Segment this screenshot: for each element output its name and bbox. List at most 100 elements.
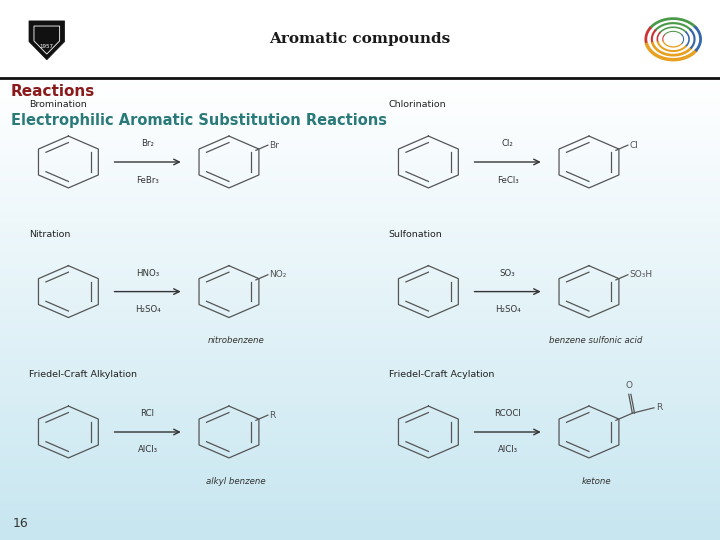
- Bar: [0, 292, 720, 293]
- Bar: [0, 484, 720, 486]
- Bar: [0, 437, 720, 439]
- Bar: [0, 401, 720, 403]
- Bar: [0, 29, 720, 31]
- Bar: [0, 414, 720, 416]
- Bar: [0, 488, 720, 490]
- Bar: [0, 151, 720, 153]
- Bar: [0, 63, 720, 65]
- Bar: [0, 241, 720, 243]
- Bar: [0, 448, 720, 450]
- Bar: [0, 427, 720, 428]
- Bar: [0, 4, 720, 5]
- Text: Electrophilic Aromatic Substitution Reactions: Electrophilic Aromatic Substitution Reac…: [11, 113, 387, 129]
- Bar: [0, 349, 720, 351]
- Text: Br: Br: [269, 140, 279, 150]
- Bar: [0, 164, 720, 166]
- Bar: [0, 524, 720, 525]
- Text: ketone: ketone: [581, 477, 611, 486]
- Bar: [0, 212, 720, 214]
- Bar: [0, 131, 720, 133]
- Text: RCOCl: RCOCl: [494, 409, 521, 418]
- Bar: [0, 49, 720, 50]
- Bar: [0, 231, 720, 232]
- Bar: [0, 119, 720, 120]
- Bar: [0, 221, 720, 223]
- Bar: [0, 319, 720, 320]
- Bar: [0, 344, 720, 346]
- Bar: [0, 447, 720, 448]
- Bar: [0, 441, 720, 443]
- Bar: [0, 299, 720, 301]
- Bar: [0, 336, 720, 339]
- Bar: [0, 160, 720, 162]
- Bar: [0, 83, 720, 85]
- Bar: [0, 302, 720, 304]
- Bar: [0, 39, 720, 42]
- Bar: [0, 268, 720, 270]
- Bar: [0, 74, 720, 76]
- Bar: [0, 232, 720, 234]
- Bar: [0, 420, 720, 421]
- Bar: [0, 214, 720, 216]
- Bar: [0, 376, 720, 378]
- Bar: [0, 113, 720, 115]
- Bar: [0, 511, 720, 513]
- Bar: [0, 389, 720, 390]
- Bar: [0, 128, 720, 130]
- Bar: [0, 97, 720, 99]
- Bar: [0, 0, 720, 78]
- Bar: [0, 443, 720, 444]
- Bar: [0, 137, 720, 139]
- Bar: [0, 47, 720, 49]
- Bar: [0, 140, 720, 142]
- Bar: [0, 529, 720, 531]
- Bar: [0, 385, 720, 387]
- Bar: [0, 238, 720, 239]
- Bar: [0, 54, 720, 56]
- Bar: [0, 155, 720, 157]
- Bar: [0, 378, 720, 380]
- Bar: [0, 459, 720, 461]
- Bar: [0, 106, 720, 108]
- Bar: [0, 464, 720, 466]
- Bar: [0, 157, 720, 158]
- Bar: [0, 261, 720, 263]
- Bar: [0, 96, 720, 97]
- Bar: [0, 405, 720, 407]
- Bar: [0, 454, 720, 455]
- Bar: [0, 88, 720, 90]
- Text: R: R: [269, 410, 276, 420]
- Bar: [0, 498, 720, 501]
- Bar: [0, 0, 720, 2]
- Bar: [0, 482, 720, 484]
- Bar: [0, 250, 720, 252]
- Bar: [0, 371, 720, 373]
- Bar: [0, 45, 720, 47]
- Bar: [0, 434, 720, 436]
- Bar: [0, 509, 720, 511]
- Bar: [0, 369, 720, 371]
- Bar: [0, 162, 720, 164]
- Bar: [0, 65, 720, 66]
- Bar: [0, 501, 720, 502]
- Bar: [0, 104, 720, 106]
- Text: RCl: RCl: [140, 409, 155, 418]
- Text: Cl₂: Cl₂: [502, 139, 513, 148]
- Bar: [0, 362, 720, 363]
- Bar: [0, 204, 720, 205]
- Bar: [0, 234, 720, 236]
- Bar: [0, 428, 720, 430]
- Text: nitrobenzene: nitrobenzene: [208, 336, 264, 346]
- Bar: [0, 120, 720, 123]
- Text: Br₂: Br₂: [141, 139, 154, 148]
- Bar: [0, 518, 720, 520]
- Bar: [0, 513, 720, 515]
- Bar: [0, 110, 720, 112]
- Bar: [0, 342, 720, 344]
- Bar: [0, 383, 720, 385]
- Bar: [0, 474, 720, 475]
- Text: Bromination: Bromination: [29, 100, 86, 109]
- Bar: [0, 374, 720, 376]
- Bar: [0, 475, 720, 477]
- Bar: [0, 394, 720, 396]
